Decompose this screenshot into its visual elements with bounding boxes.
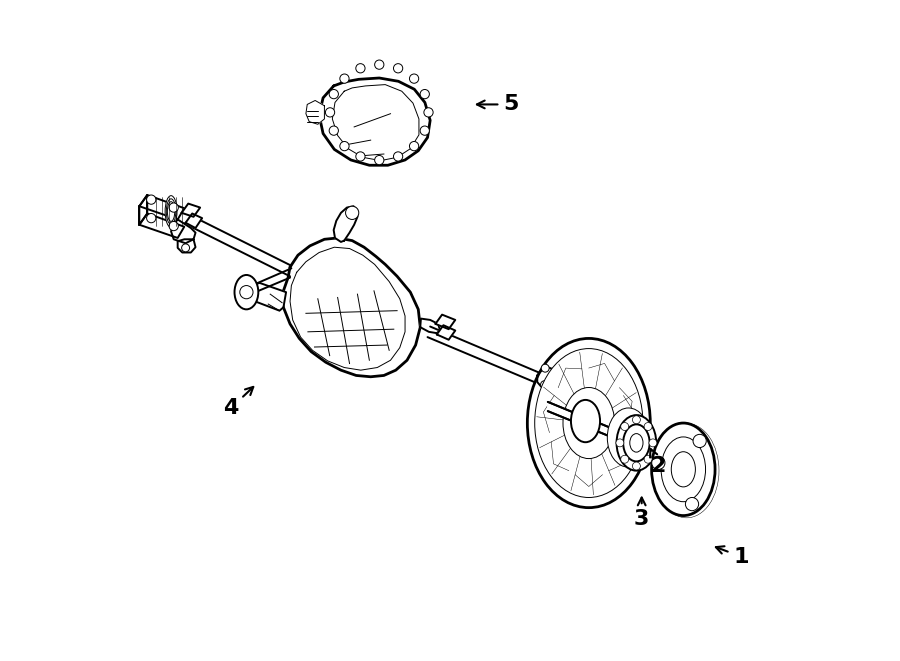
Circle shape [686,498,698,511]
Polygon shape [249,270,290,293]
Ellipse shape [235,275,258,309]
Ellipse shape [165,196,177,227]
Circle shape [329,126,338,136]
Text: 2: 2 [650,449,666,476]
Polygon shape [334,206,357,242]
Circle shape [420,126,429,136]
Circle shape [374,155,384,165]
Circle shape [616,439,624,447]
Polygon shape [171,219,195,243]
Polygon shape [436,315,455,329]
Polygon shape [177,239,195,253]
Polygon shape [420,319,440,333]
Polygon shape [182,204,200,217]
Ellipse shape [608,408,650,467]
Circle shape [346,206,359,219]
Circle shape [420,89,429,98]
Text: 1: 1 [716,546,749,566]
Ellipse shape [662,437,706,502]
Ellipse shape [623,424,650,461]
Ellipse shape [616,415,656,471]
Circle shape [374,60,384,69]
Circle shape [147,195,156,204]
Circle shape [169,203,178,212]
Circle shape [541,364,549,372]
Ellipse shape [167,202,175,221]
Circle shape [644,455,652,463]
Circle shape [551,383,558,391]
Polygon shape [306,100,324,124]
Circle shape [552,369,560,377]
Circle shape [621,422,629,430]
Ellipse shape [671,451,696,487]
Circle shape [169,221,178,231]
Circle shape [633,462,641,470]
Circle shape [410,74,418,83]
Ellipse shape [563,387,615,459]
Circle shape [393,152,402,161]
Polygon shape [537,366,562,389]
Text: 3: 3 [634,498,650,529]
Circle shape [329,89,338,98]
Polygon shape [284,238,420,377]
Ellipse shape [527,338,651,508]
Text: 4: 4 [223,387,253,418]
Circle shape [356,63,365,73]
Circle shape [356,152,365,161]
Circle shape [541,381,548,389]
Ellipse shape [652,423,716,516]
Polygon shape [140,195,148,225]
Circle shape [239,286,253,299]
Circle shape [340,74,349,83]
Polygon shape [428,327,545,386]
Circle shape [649,439,657,447]
Circle shape [410,141,418,151]
Polygon shape [248,283,286,311]
Ellipse shape [571,400,600,442]
Circle shape [644,422,652,430]
Circle shape [393,63,402,73]
Circle shape [326,108,335,117]
Ellipse shape [535,348,643,498]
Circle shape [182,244,190,252]
Circle shape [693,434,706,447]
Polygon shape [436,325,455,340]
Circle shape [340,141,349,151]
Polygon shape [185,214,202,228]
Ellipse shape [166,199,176,224]
Circle shape [147,214,156,223]
Circle shape [633,416,641,424]
Polygon shape [184,213,292,274]
Circle shape [652,456,665,469]
Polygon shape [140,195,184,219]
Polygon shape [140,214,184,238]
Polygon shape [320,78,430,165]
Text: 5: 5 [477,95,518,114]
Circle shape [621,455,629,463]
Circle shape [424,108,433,117]
Polygon shape [548,402,655,455]
Ellipse shape [630,434,643,452]
